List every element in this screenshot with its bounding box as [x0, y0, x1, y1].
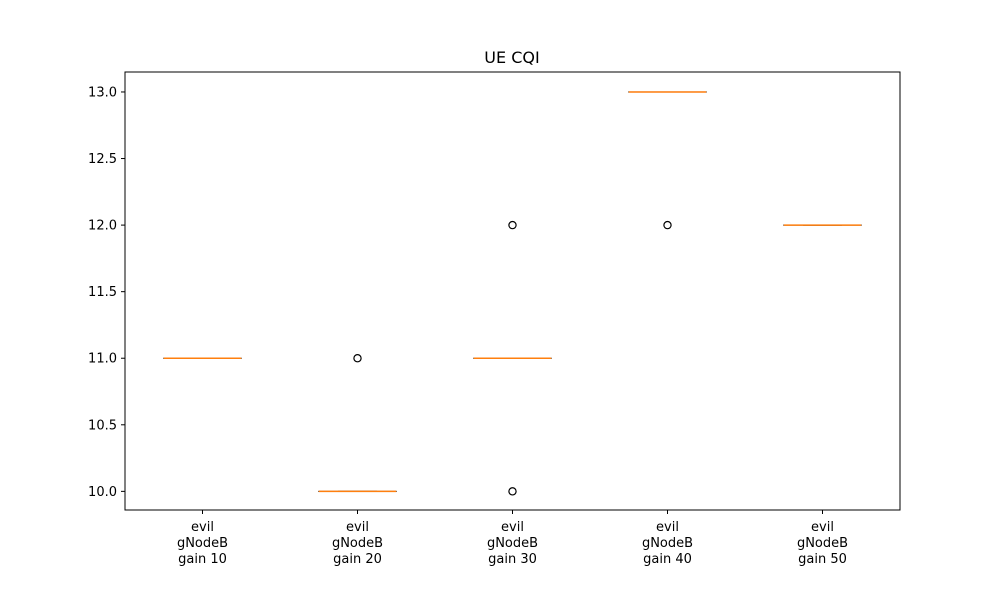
x-tick-label: gain 30	[488, 552, 537, 567]
outlier-point	[664, 222, 671, 229]
plot-marks	[164, 92, 862, 495]
y-axis: 10.0 10.5 11.0 11.5 12.0 12.5 13.0	[88, 85, 125, 499]
box-group	[629, 92, 707, 229]
y-tick-label: 13.0	[88, 85, 117, 100]
x-tick-label: gain 10	[178, 552, 227, 567]
x-tick-label: evil	[501, 520, 524, 535]
y-tick-label: 11.0	[88, 352, 117, 367]
x-tick-label: gNodeB	[332, 536, 383, 551]
y-tick-label: 12.0	[88, 219, 117, 234]
x-tick-label: gNodeB	[642, 536, 693, 551]
outlier-point	[509, 488, 516, 495]
x-tick-label: evil	[656, 520, 679, 535]
x-tick-label: gNodeB	[177, 536, 228, 551]
x-tick-label: gain 40	[643, 552, 692, 567]
box-group	[319, 355, 397, 492]
x-tick-label: gain 20	[333, 552, 382, 567]
x-tick-label: gNodeB	[487, 536, 538, 551]
y-tick-label: 11.5	[88, 285, 117, 300]
x-tick-label: gain 50	[798, 552, 847, 567]
outlier-point	[509, 222, 516, 229]
y-tick-label: 10.5	[88, 418, 117, 433]
box-group	[474, 222, 552, 495]
y-tick-label: 10.0	[88, 485, 117, 500]
outlier-point	[354, 355, 361, 362]
x-tick-label: gNodeB	[797, 536, 848, 551]
chart-title: UE CQI	[484, 48, 539, 67]
x-tick-label: evil	[811, 520, 834, 535]
y-tick-label: 12.5	[88, 152, 117, 167]
plot-frame	[125, 72, 900, 510]
x-tick-label: evil	[346, 520, 369, 535]
x-tick-label: evil	[191, 520, 214, 535]
